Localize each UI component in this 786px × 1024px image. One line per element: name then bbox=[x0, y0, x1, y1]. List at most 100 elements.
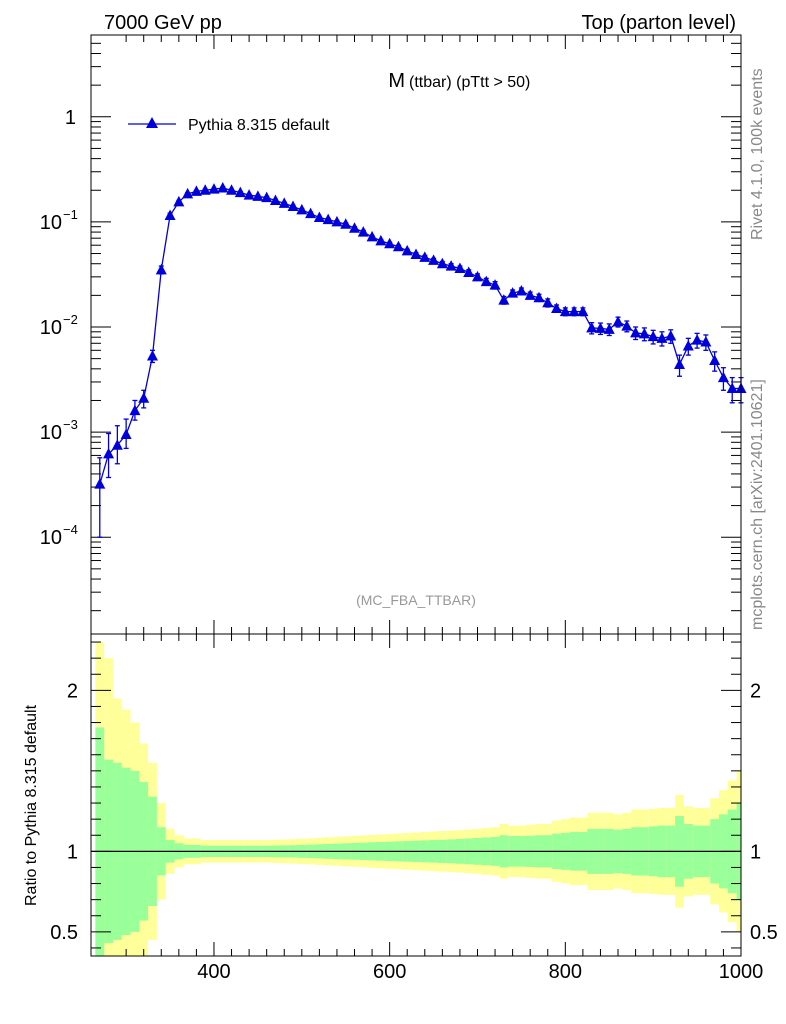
ratio-xtick-label: 1000 bbox=[719, 961, 764, 983]
data-point bbox=[612, 315, 624, 327]
data-point bbox=[647, 330, 659, 342]
main-axis-ticks: 110−110−210−310−4 bbox=[40, 34, 742, 634]
data-point bbox=[138, 392, 150, 403]
data-point bbox=[445, 260, 457, 271]
data-point bbox=[331, 215, 343, 227]
data-point bbox=[507, 287, 519, 298]
main-ytick-label: 1 bbox=[65, 107, 76, 129]
data-point bbox=[94, 478, 106, 489]
main-ytick-exponent: −1 bbox=[63, 207, 78, 222]
data-point bbox=[305, 207, 317, 219]
ratio-ytick-label-right: 1 bbox=[750, 841, 761, 863]
ratio-xtick-label: 600 bbox=[373, 961, 406, 983]
legend: Pythia 8.315 default bbox=[128, 117, 330, 134]
data-point bbox=[682, 339, 694, 351]
green-band-bin bbox=[95, 727, 105, 956]
ratio-ytick-label: 1 bbox=[67, 841, 78, 863]
data-point bbox=[313, 211, 325, 223]
data-point bbox=[603, 323, 615, 334]
main-ytick-exponent: −4 bbox=[63, 522, 78, 537]
data-point bbox=[577, 305, 589, 317]
ratio-axis-ticks: 400 600 800 1000 0.5 0.5 1 1 2 2 bbox=[50, 634, 778, 983]
data-point bbox=[568, 305, 580, 317]
data-point bbox=[182, 187, 194, 199]
data-point bbox=[217, 182, 229, 193]
chart-title-main: M bbox=[388, 70, 405, 92]
data-point bbox=[173, 195, 185, 207]
ratio-ytick-label-right: 2 bbox=[750, 680, 761, 702]
ratio-ylabel: Ratio to Pythia 8.315 default bbox=[23, 704, 40, 906]
legend-label: Pythia 8.315 default bbox=[188, 117, 330, 134]
header-left: 7000 GeV pp bbox=[104, 12, 222, 34]
data-point bbox=[322, 213, 334, 225]
data-point bbox=[471, 270, 483, 282]
data-point bbox=[726, 382, 738, 393]
ratio-xtick-label: 400 bbox=[197, 961, 230, 983]
ratio-ytick-label: 2 bbox=[67, 680, 78, 702]
data-point bbox=[392, 240, 404, 252]
main-ytick-label: 10 bbox=[40, 212, 62, 234]
data-point bbox=[594, 322, 606, 333]
data-point bbox=[454, 262, 466, 274]
data-point bbox=[656, 332, 668, 343]
data-point bbox=[357, 226, 369, 237]
data-point bbox=[410, 248, 422, 259]
data-point bbox=[463, 266, 475, 278]
data-point bbox=[515, 285, 527, 296]
data-point bbox=[551, 302, 563, 313]
error-bar bbox=[97, 457, 103, 538]
data-point bbox=[252, 190, 264, 201]
data-point bbox=[717, 371, 729, 383]
data-point bbox=[401, 244, 413, 256]
data-point bbox=[700, 335, 712, 347]
ratio-panel: 400 600 800 1000 0.5 0.5 1 1 2 2 Ratio to Pythia … bbox=[23, 633, 778, 983]
main-ytick-exponent: −3 bbox=[63, 417, 78, 432]
data-point bbox=[498, 294, 510, 305]
data-point bbox=[419, 251, 431, 262]
mcplots-label: mcplots.cern.ch [arXiv:2401.10621] bbox=[749, 379, 766, 630]
data-point bbox=[226, 184, 238, 195]
ratio-ytick-label-right: 0.5 bbox=[750, 922, 778, 944]
data-point bbox=[234, 186, 246, 198]
data-point bbox=[111, 439, 123, 450]
ratio-ytick-label: 0.5 bbox=[50, 922, 78, 944]
data-point bbox=[269, 194, 281, 205]
data-point bbox=[384, 237, 396, 249]
data-point bbox=[296, 203, 308, 215]
data-point bbox=[261, 191, 273, 203]
data-point bbox=[190, 185, 202, 196]
header-right: Top (parton level) bbox=[581, 12, 736, 34]
data-point bbox=[243, 189, 255, 200]
data-point bbox=[366, 230, 378, 242]
main-panel: 110−110−210−310−4 M (ttbar) (pTtt > 50) … bbox=[40, 34, 747, 635]
ratio-frame bbox=[90, 633, 742, 957]
data-point bbox=[278, 197, 290, 208]
data-point bbox=[691, 334, 703, 345]
main-ytick-label: 10 bbox=[40, 422, 62, 444]
data-point bbox=[630, 326, 642, 338]
ratio-xtick-label: 800 bbox=[549, 961, 582, 983]
data-point bbox=[287, 200, 299, 212]
watermark: (MC_FBA_TTBAR) bbox=[356, 592, 476, 608]
data-point bbox=[542, 296, 554, 308]
data-point bbox=[665, 330, 677, 341]
data-point bbox=[559, 305, 571, 317]
data-point bbox=[709, 354, 721, 366]
data-point bbox=[375, 234, 387, 246]
rivet-label: Rivet 4.1.0, 100k events bbox=[749, 68, 766, 240]
data-point bbox=[164, 209, 176, 221]
data-point bbox=[489, 279, 501, 290]
data-point bbox=[155, 263, 167, 275]
data-point bbox=[208, 183, 220, 194]
data-point bbox=[120, 428, 132, 439]
data-point bbox=[199, 184, 211, 195]
data-point bbox=[436, 257, 448, 269]
data-point bbox=[103, 447, 115, 459]
data-point bbox=[621, 320, 633, 331]
data-point bbox=[533, 291, 545, 303]
main-series bbox=[94, 182, 747, 538]
data-point bbox=[428, 254, 440, 265]
data-point bbox=[674, 358, 686, 369]
ratio-bands bbox=[95, 642, 741, 956]
